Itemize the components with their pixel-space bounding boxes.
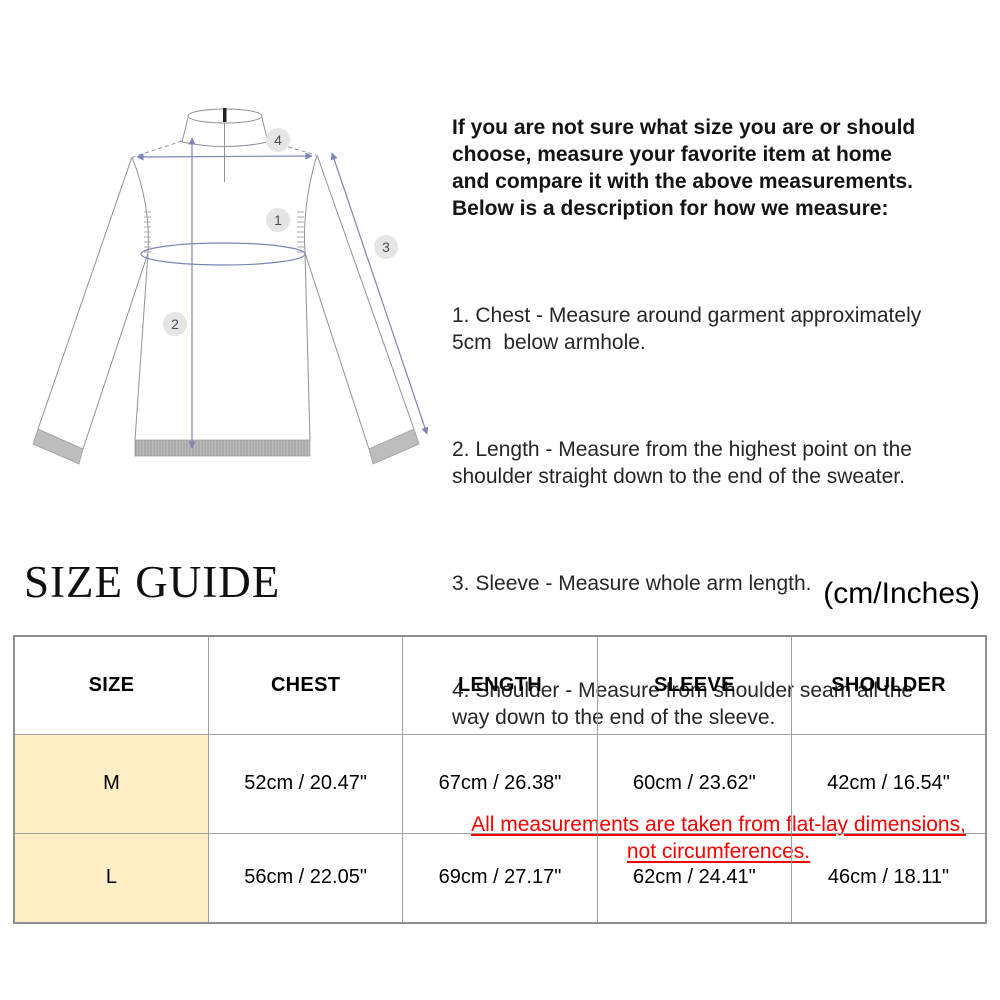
size-table: SIZE CHEST LENGTH SLEEVE SHOULDER M 52cm… [13,635,987,924]
marker-number-sleeve: 3 [382,239,390,255]
sleeve-cell-m: 60cm / 23.62" [596,733,793,834]
left-shoulder-seam [132,140,183,158]
col-header-length: LENGTH [402,635,598,735]
table-header-row: SIZE CHEST LENGTH SLEEVE SHOULDER [13,635,987,735]
right-sleeve-inner [304,252,370,450]
left-sleeve-inner [82,252,149,450]
marker-number-length: 2 [171,316,179,332]
col-header-sleeve: SLEEVE [596,635,793,735]
left-cuff [32,428,84,465]
marker-circle-shoulder [266,128,290,152]
right-cuff [368,428,420,465]
chest-measure-ellipse [140,242,306,266]
marker-number-shoulder: 4 [274,132,282,148]
marker-number-chest: 1 [274,212,282,228]
instruction-chest: 1. Chest - Measure around garment approx… [452,304,922,354]
instruction-sleeve: 3. Sleeve - Measure whole arm length. [452,572,812,595]
right-armhole [304,154,318,254]
units-label: (cm/Inches) [823,577,980,610]
marker-circle-sleeve [374,235,398,259]
ribbed-trim [32,428,420,465]
chest-cell-m: 52cm / 20.47" [207,733,404,834]
armhole-stitch-ticks [144,211,304,253]
diagram-markers: 4 1 3 2 [163,128,398,336]
hem-band [134,439,311,457]
table-row-l: L 56cm / 22.05" 69cm / 27.17" 62cm / 24.… [13,832,987,924]
zipper-pull [223,108,227,122]
shoulder-measure-line [136,152,313,161]
col-header-shoulder: SHOULDER [791,635,987,735]
marker-circle-length [163,312,187,336]
sweater-outline [37,108,415,450]
col-header-size: SIZE [13,635,209,735]
size-cell-l: L [13,832,209,924]
right-sleeve-outer [316,154,415,430]
measurement-lines [136,137,429,449]
instruction-length: 2. Length - Measure from the highest poi… [452,438,912,488]
shoulder-cell-l: 46cm / 18.11" [791,832,987,924]
sweater-measurement-diagram: 4 1 3 2 [32,108,429,465]
table-row-m: M 52cm / 20.47" 67cm / 26.38" 60cm / 23.… [13,733,987,834]
instructions-intro: If you are not sure what size you are or… [452,116,916,220]
left-armhole [131,156,149,254]
size-guide-title: SIZE GUIDE [24,557,281,607]
shoulder-cell-m: 42cm / 16.54" [791,733,987,834]
body-right-edge [304,252,311,441]
size-cell-m: M [13,733,209,834]
sleeve-measure-line [330,152,429,435]
chest-cell-l: 56cm / 22.05" [207,832,404,924]
body-left-edge [134,252,149,441]
left-sleeve-outer [37,156,133,430]
col-header-chest: CHEST [207,635,404,735]
length-cell-m: 67cm / 26.38" [402,733,598,834]
sleeve-cell-l: 62cm / 24.41" [596,832,793,924]
length-cell-l: 69cm / 27.17" [402,832,598,924]
marker-circle-chest [266,208,290,232]
